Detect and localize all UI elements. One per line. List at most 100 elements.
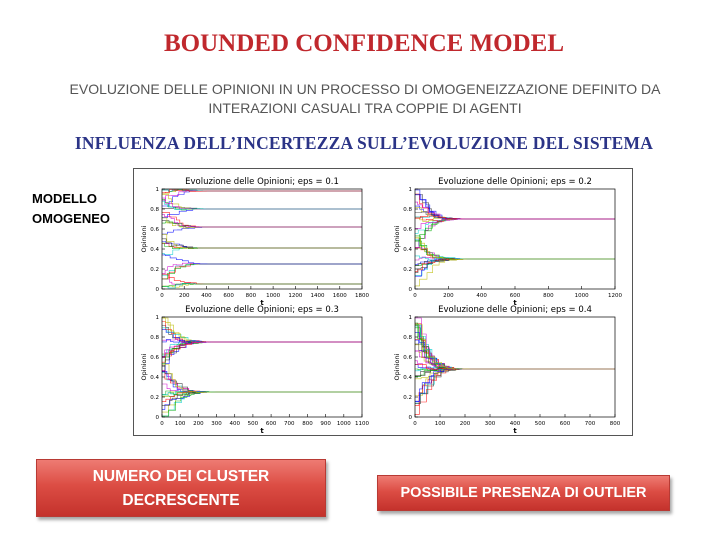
x-tick-label-4-1: 100	[435, 421, 446, 427]
x-tick-label-3-7: 700	[284, 421, 295, 427]
y-tick-label-1-5: 1	[156, 187, 160, 193]
cluster-decreasing-button[interactable]: NUMERO DEI CLUSTER DECRESCENTE	[36, 459, 326, 517]
opinion-series-1-34	[162, 234, 362, 249]
opinion-series-2-9	[415, 218, 615, 249]
outlier-button[interactable]: POSSIBILE PRESENZA DI OUTLIER	[377, 475, 670, 511]
y-tick-label-4-2: 0.4	[403, 375, 412, 381]
opinion-series-3-3	[162, 341, 362, 363]
y-tick-label-1-0: 0	[156, 287, 160, 293]
subtitle-line-1: EVOLUZIONE DELLE OPINIONI IN UN PROCESSO…	[69, 81, 661, 97]
opinion-series-4-11	[415, 324, 615, 370]
opinion-series-2-34	[415, 237, 615, 260]
x-tick-label-2-5: 1000	[575, 293, 589, 299]
x-tick-label-4-6: 600	[560, 421, 571, 427]
y-tick-label-2-2: 0.4	[403, 247, 412, 253]
x-tick-label-4-7: 700	[585, 421, 596, 427]
x-axis-label-1: t	[260, 299, 264, 307]
x-tick-label-2-3: 600	[510, 293, 521, 299]
opinion-series-3-30	[162, 391, 362, 417]
opinion-series-1-11	[162, 263, 362, 276]
opinion-series-2-29	[415, 194, 615, 220]
y-axis-label-1: Opinioni	[140, 225, 148, 252]
opinion-series-1-1	[162, 190, 362, 207]
opinion-series-4-13	[415, 325, 615, 370]
opinion-series-1-3	[162, 212, 362, 228]
y-tick-label-2-1: 0.2	[403, 267, 412, 273]
x-tick-label-2-4: 800	[543, 293, 554, 299]
opinion-series-2-20	[415, 258, 615, 287]
y-tick-label-3-0: 0	[156, 415, 160, 421]
y-tick-label-3-5: 1	[156, 315, 160, 321]
y-tick-label-1-4: 0.8	[150, 207, 159, 213]
y-tick-label-1-2: 0.4	[150, 247, 159, 253]
x-tick-label-2-6: 1200	[608, 293, 622, 299]
opinion-series-4-10	[415, 323, 615, 370]
y-tick-label-4-4: 0.8	[403, 335, 412, 341]
subtitle-line-2: INTERAZIONI CASUALI TRA COPPIE DI AGENTI	[208, 100, 522, 116]
opinion-series-4-28	[415, 368, 615, 404]
opinion-series-1-28	[162, 238, 362, 249]
x-tick-label-1-0: 0	[160, 293, 164, 299]
y-axis-label-2: Opinioni	[393, 225, 401, 252]
section-title: INFLUENZA DELL’INCERTEZZA SULL’EVOLUZION…	[74, 133, 654, 153]
opinion-series-2-30	[415, 240, 615, 260]
opinion-series-3-17	[162, 321, 362, 343]
opinion-series-1-32	[162, 200, 362, 210]
x-tick-label-3-8: 800	[302, 421, 313, 427]
opinion-series-2-5	[415, 218, 615, 248]
opinion-series-2-16	[415, 235, 615, 260]
opinion-series-2-21	[415, 194, 615, 220]
opinion-series-1-26	[162, 197, 362, 210]
opinion-series-1-29	[162, 254, 362, 265]
opinion-series-4-27	[415, 368, 615, 380]
opinion-series-1-20	[162, 194, 362, 210]
opinion-series-4-16	[415, 327, 615, 370]
y-tick-label-1-1: 0.2	[150, 267, 159, 273]
opinion-series-1-17	[162, 263, 362, 280]
opinion-series-4-22	[415, 368, 615, 402]
opinion-series-3-10	[162, 391, 362, 402]
button-left-line-1: NUMERO DEI CLUSTER	[92, 468, 270, 485]
x-tick-label-1-4: 800	[246, 293, 257, 299]
x-tick-label-2-0: 0	[413, 293, 417, 299]
x-tick-label-3-2: 200	[193, 421, 204, 427]
opinion-series-3-25	[162, 327, 362, 343]
x-tick-label-3-4: 400	[229, 421, 240, 427]
opinion-series-1-24	[162, 273, 362, 285]
opinion-series-1-15	[162, 226, 362, 235]
x-tick-label-3-10: 1000	[337, 421, 351, 427]
opinion-series-3-7	[162, 325, 362, 343]
axes-box-3	[161, 316, 363, 418]
opinion-series-4-24	[415, 368, 615, 415]
x-tick-label-3-0: 0	[160, 421, 164, 427]
opinion-series-3-34	[162, 364, 362, 393]
x-tick-label-1-1: 200	[179, 293, 190, 299]
opinion-series-2-15	[415, 189, 615, 220]
slide-subtitle: EVOLUZIONE DELLE OPINIONI IN UN PROCESSO…	[40, 80, 690, 118]
opinion-series-3-27	[162, 317, 362, 343]
opinion-series-4-32	[415, 324, 615, 370]
x-tick-label-1-6: 1200	[288, 293, 302, 299]
x-tick-label-3-3: 300	[211, 421, 222, 427]
y-tick-label-3-2: 0.4	[150, 375, 159, 381]
opinion-series-4-29	[415, 368, 615, 402]
y-tick-label-4-1: 0.2	[403, 395, 412, 401]
opinion-series-1-31	[162, 189, 362, 194]
opinion-series-2-6	[415, 237, 615, 260]
x-tick-label-4-4: 400	[510, 421, 521, 427]
y-tick-label-2-0: 0	[409, 287, 413, 293]
y-tick-label-2-3: 0.6	[403, 227, 412, 233]
chart-grid-svg: 00.20.40.60.810 200 400 600 800 1000 1200 1400 1…	[140, 177, 622, 435]
x-tick-label-4-5: 500	[535, 421, 546, 427]
x-tick-label-3-11: 1100	[355, 421, 369, 427]
y-axis-label-4: Opinioni	[393, 353, 401, 380]
model-label: MODELLO OMOGENEO	[32, 189, 110, 229]
opinion-series-2-3	[415, 193, 615, 220]
x-tick-label-3-6: 600	[266, 421, 277, 427]
opinion-series-4-26	[415, 324, 615, 370]
x-tick-label-1-7: 1400	[311, 293, 325, 299]
opinion-series-3-18	[162, 372, 362, 393]
opinion-series-1-23	[162, 263, 362, 280]
x-tick-label-2-1: 200	[443, 293, 454, 299]
opinion-evolution-figure: 0 0.2 0.4 0.6 0.8 1 0 200 400 600 800 1000 1200 1400 1…	[133, 168, 633, 436]
